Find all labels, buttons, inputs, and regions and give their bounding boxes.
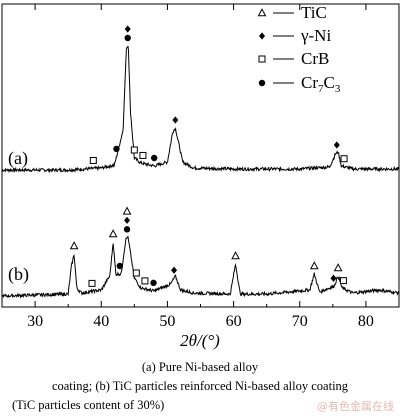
- marker-filled-diamond: [333, 141, 340, 149]
- marker-open-triangle: [309, 261, 319, 270]
- panel-label: (a): [8, 148, 28, 169]
- marker-filled-diamond: [124, 25, 131, 33]
- phase-markers: [69, 25, 348, 287]
- x-tick-label: 70: [292, 313, 308, 330]
- marker-filled-circle: [150, 154, 158, 162]
- marker-filled-circle: [124, 34, 131, 42]
- marker-filled-circle: [113, 145, 120, 153]
- marker-open-triangle: [69, 241, 79, 250]
- marker-open-square: [132, 269, 140, 277]
- marker-filled-circle: [123, 226, 131, 233]
- caption-line-3: (TiC particles content of 30%): [12, 398, 165, 412]
- marker-open-square: [88, 279, 96, 287]
- x-tick-label: 30: [27, 313, 43, 330]
- marker-filled-diamond: [330, 274, 337, 282]
- marker-filled-diamond: [124, 216, 131, 224]
- legend-label: CrB: [301, 49, 329, 68]
- x-tick-label: 60: [226, 313, 242, 330]
- marker-open-square: [89, 156, 97, 164]
- marker-open-square: [139, 151, 147, 159]
- marker-open-triangle: [122, 206, 132, 215]
- legend-label: γ-Ni: [300, 26, 331, 45]
- legend-label: TiC: [301, 3, 327, 22]
- series-lines: [1, 45, 400, 299]
- legend-symbol-open-triangle: [257, 8, 267, 17]
- marker-open-square: [339, 277, 347, 285]
- marker-open-triangle: [333, 263, 343, 272]
- marker-filled-circle: [150, 279, 157, 287]
- panel-labels: (a) (b): [8, 148, 29, 285]
- marker-open-triangle: [108, 229, 118, 238]
- legend-symbol-filled-diamond: [259, 32, 265, 40]
- x-axis-ticks: 30 40 50 60 70 80: [1, 4, 400, 330]
- marker-filled-circle: [116, 262, 123, 270]
- caption-line-2: coating; (b) TiC particles reinforced Ni…: [51, 379, 349, 393]
- watermark: @有色金属在线: [317, 400, 394, 413]
- legend: TiC γ-Ni CrB Cr7C3: [257, 3, 341, 95]
- xrd-chart: 30 40 50 60 70 80 (a) (b) TiC γ-Ni CrB Cr7C3 2θ/(…: [1, 3, 400, 350]
- marker-open-square: [340, 155, 348, 163]
- x-tick-label: 50: [159, 313, 175, 330]
- series-line-1: [1, 236, 400, 299]
- marker-open-square: [141, 277, 149, 285]
- legend-symbol-open-square: [258, 55, 266, 63]
- caption-line-1: (a) Pure Ni-based alloy: [141, 360, 259, 374]
- marker-filled-diamond: [172, 116, 179, 124]
- x-tick-label: 40: [93, 313, 109, 330]
- legend-symbol-filled-circle: [258, 79, 266, 87]
- series-line-0: [1, 45, 400, 174]
- panel-label: (b): [8, 264, 29, 285]
- x-axis-label: 2θ/(°): [180, 331, 220, 350]
- marker-open-triangle: [231, 251, 240, 260]
- marker-open-square: [130, 146, 138, 154]
- legend-label: Cr7C3: [301, 73, 341, 95]
- x-tick-label: 80: [358, 313, 374, 330]
- marker-filled-diamond: [171, 266, 178, 274]
